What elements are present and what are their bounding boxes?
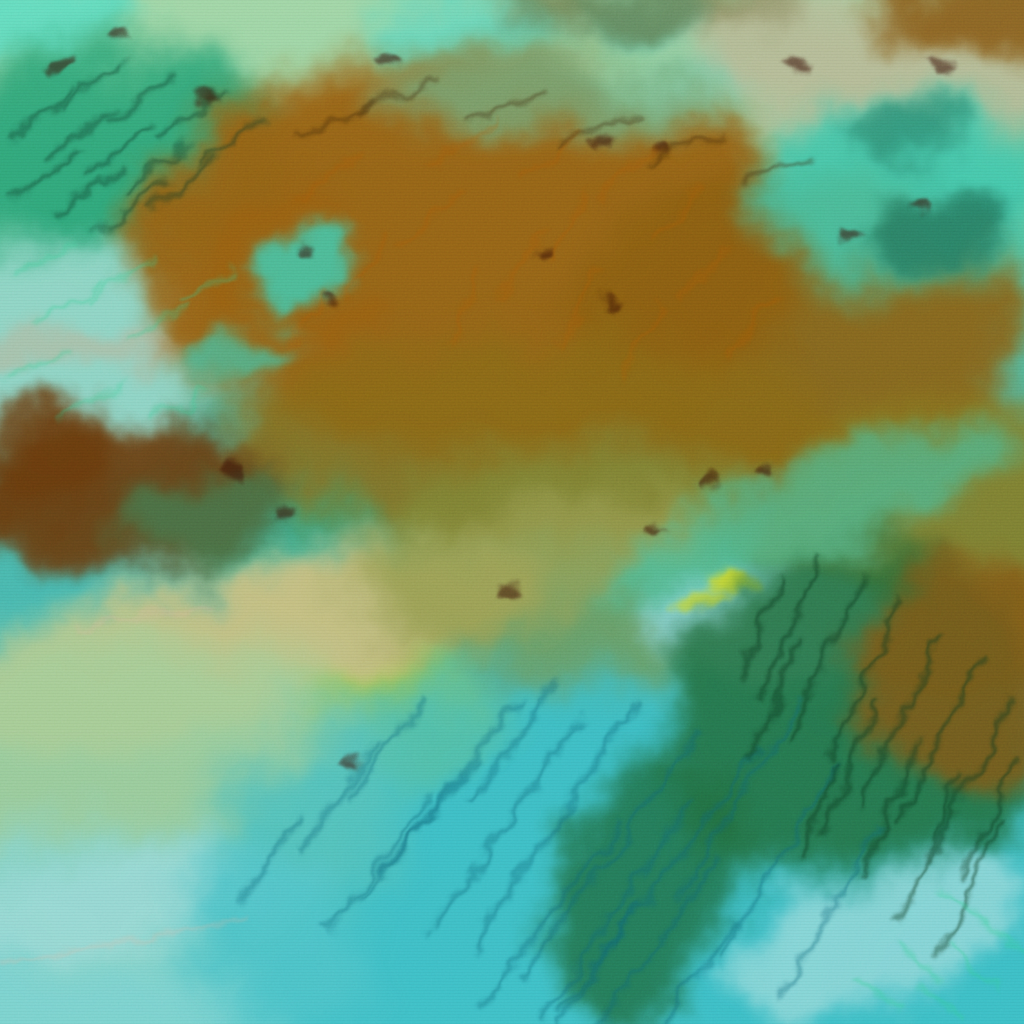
false-color-satellite-image bbox=[0, 0, 1024, 1024]
scanline-overlay bbox=[0, 0, 1024, 1024]
satellite-image-canvas bbox=[0, 0, 1024, 1024]
